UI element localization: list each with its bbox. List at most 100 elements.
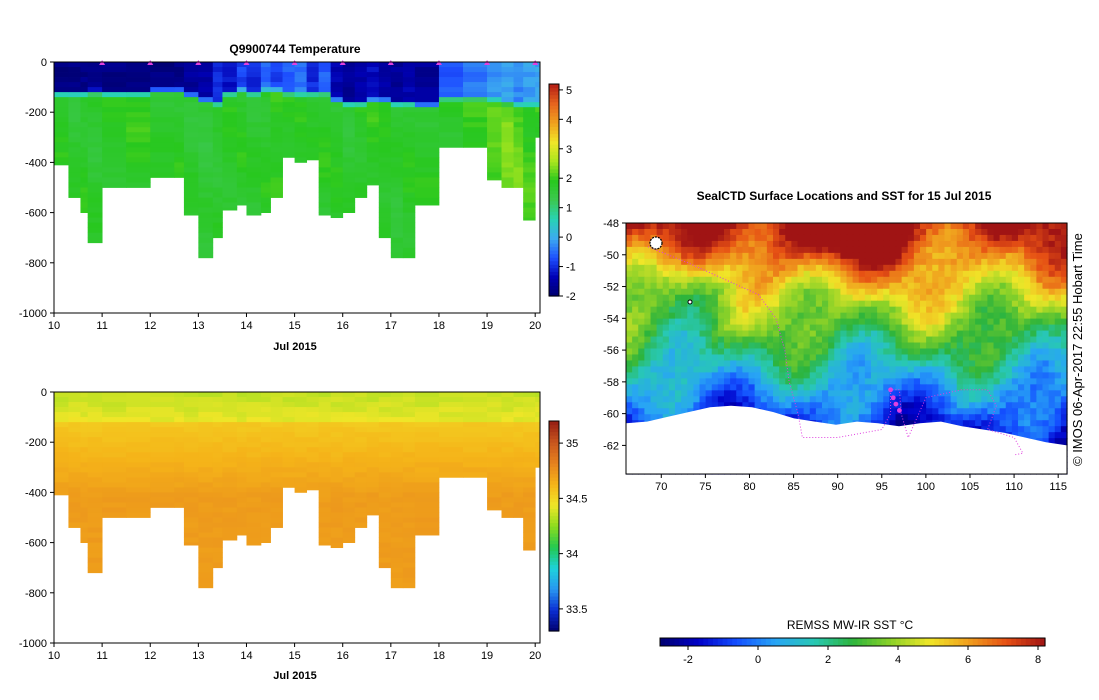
section-cell bbox=[306, 132, 320, 138]
salinity-colorbar-swatch bbox=[549, 540, 559, 545]
sst-cell bbox=[926, 270, 933, 278]
section-cell bbox=[198, 472, 214, 478]
section-cell bbox=[80, 202, 89, 208]
section-cell bbox=[438, 427, 464, 433]
section-cell bbox=[236, 127, 247, 133]
section-cell bbox=[236, 67, 247, 73]
sst-cell bbox=[675, 408, 682, 415]
section-cell bbox=[150, 167, 175, 173]
sst-cell bbox=[748, 390, 756, 397]
sst-cell bbox=[742, 223, 750, 230]
section-cell bbox=[378, 167, 392, 173]
section-cell bbox=[378, 562, 392, 569]
section-cell bbox=[150, 142, 175, 148]
section-cell bbox=[282, 112, 295, 118]
sst-cell bbox=[1036, 258, 1044, 266]
sst-cell bbox=[705, 270, 713, 278]
sst-cell bbox=[938, 312, 946, 320]
sst-cell bbox=[932, 390, 939, 397]
section-cell bbox=[463, 397, 488, 403]
section-cell bbox=[487, 112, 502, 118]
sst-cell bbox=[834, 414, 841, 421]
sst-cell bbox=[999, 384, 1007, 391]
sst-cell bbox=[987, 270, 995, 278]
sst-cell bbox=[864, 270, 872, 278]
section-cell bbox=[126, 452, 151, 458]
section-cell bbox=[414, 492, 440, 498]
sst-cell bbox=[797, 414, 805, 421]
sst-cell bbox=[626, 414, 633, 421]
section-cell bbox=[330, 177, 344, 183]
salinity-colorbar-swatch bbox=[549, 501, 559, 506]
sst-cell bbox=[1054, 432, 1062, 439]
section-cell bbox=[366, 502, 380, 508]
sst-cell bbox=[932, 354, 939, 362]
section-cell bbox=[222, 77, 238, 83]
temperature-colorbar-swatch bbox=[549, 257, 559, 262]
section-cell bbox=[342, 112, 356, 118]
sst-cell bbox=[895, 384, 903, 391]
section-cell bbox=[126, 487, 151, 493]
section-cell bbox=[68, 182, 81, 188]
sst-cell bbox=[975, 223, 982, 230]
section-cell bbox=[294, 152, 308, 158]
sst-cell bbox=[864, 324, 872, 332]
section-cell bbox=[330, 147, 344, 153]
section-cell bbox=[54, 137, 69, 143]
sst-cell bbox=[724, 378, 731, 385]
sst-cell bbox=[779, 282, 786, 290]
section-cell bbox=[294, 97, 308, 103]
sst-cell bbox=[858, 414, 866, 421]
section-cell bbox=[438, 437, 464, 443]
salinity-colorbar-swatch bbox=[549, 522, 559, 527]
sst-cell bbox=[773, 354, 780, 362]
section-cell bbox=[513, 97, 524, 103]
section-cell bbox=[260, 132, 271, 138]
sst-cell bbox=[748, 312, 756, 320]
sst-cell bbox=[742, 246, 750, 254]
sst-cell bbox=[932, 318, 939, 326]
section-cell bbox=[270, 507, 283, 513]
sst-cell bbox=[760, 390, 768, 397]
section-cell bbox=[282, 392, 295, 398]
sst-cell bbox=[668, 330, 676, 338]
section-cell bbox=[174, 127, 185, 133]
sst-cell bbox=[1005, 396, 1013, 403]
sst-cell bbox=[815, 294, 823, 302]
sst-cell bbox=[779, 408, 786, 415]
section-cell bbox=[438, 447, 464, 453]
section-cell bbox=[501, 402, 514, 408]
section-cell bbox=[174, 132, 185, 138]
section-cell bbox=[222, 182, 238, 188]
sst-cell bbox=[766, 228, 774, 236]
sst-cell bbox=[748, 342, 756, 350]
sst-cell bbox=[809, 240, 817, 248]
sst-cell bbox=[699, 312, 707, 320]
sst-cell bbox=[981, 336, 988, 344]
section-cell bbox=[513, 107, 524, 113]
section-cell bbox=[318, 417, 332, 423]
sst-cell bbox=[895, 228, 903, 236]
section-cell bbox=[366, 452, 380, 458]
section-cell bbox=[390, 492, 404, 498]
sst-cell bbox=[822, 318, 829, 326]
section-cell bbox=[366, 132, 380, 138]
sst-cell bbox=[834, 252, 841, 260]
sst-cell bbox=[626, 240, 633, 248]
section-cell bbox=[126, 417, 151, 423]
temperature-colorbar-swatch bbox=[549, 126, 559, 131]
sst-cell bbox=[956, 324, 964, 332]
section-cell bbox=[342, 157, 356, 163]
sst-cell bbox=[779, 294, 786, 302]
sst-cell bbox=[632, 264, 639, 272]
sst-cell bbox=[822, 246, 829, 254]
section-cell bbox=[80, 482, 89, 488]
sst-cell bbox=[662, 240, 670, 248]
section-cell bbox=[174, 482, 185, 488]
sst-cell bbox=[632, 396, 639, 403]
sst-cell bbox=[626, 324, 633, 332]
section-cell bbox=[378, 202, 392, 208]
sst-cell bbox=[822, 396, 829, 403]
section-cell bbox=[102, 157, 127, 163]
